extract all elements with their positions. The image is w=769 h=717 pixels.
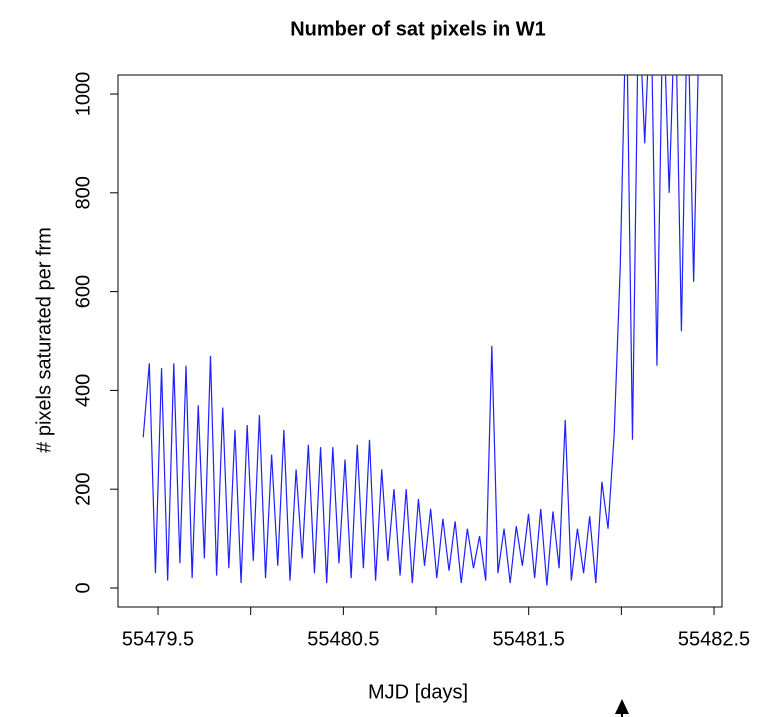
y-tick-label: 400 [72, 374, 94, 407]
chart-title: Number of sat pixels in W1 [290, 18, 546, 40]
x-tick-label: 55481.5 [493, 628, 565, 650]
data-line [142, 75, 699, 586]
y-tick-label: 1000 [72, 72, 94, 117]
x-tick-label: 55482.5 [678, 628, 750, 650]
x-axis-label: MJD [days] [368, 681, 468, 703]
plot-frame [117, 74, 723, 608]
x-tick-label: 55480.5 [307, 628, 379, 650]
y-tick-label: 800 [72, 176, 94, 209]
y-axis-label: # pixels saturated per frm [33, 227, 55, 453]
y-tick-label: 0 [72, 582, 94, 593]
x-tick-label: 55479.5 [122, 628, 194, 650]
arrow-marker [615, 699, 629, 717]
plot-area [142, 75, 699, 586]
y-tick-label: 200 [72, 473, 94, 506]
y-tick-label: 600 [72, 275, 94, 308]
